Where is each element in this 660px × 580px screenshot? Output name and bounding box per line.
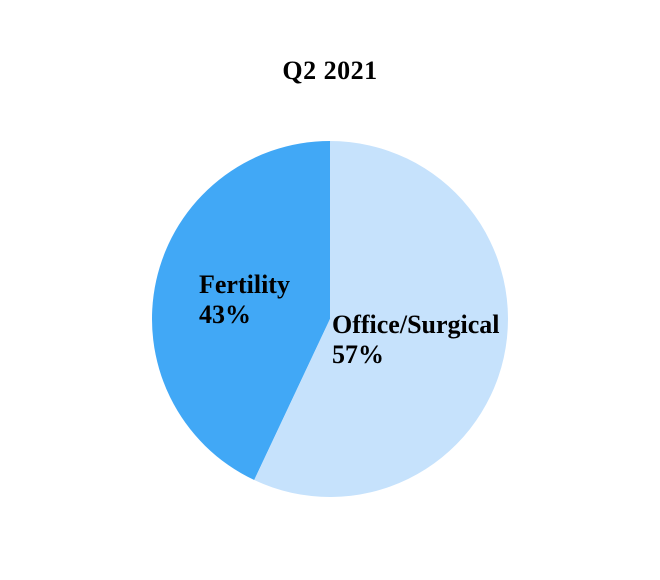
pie-label-fertility-name: Fertility — [199, 270, 290, 299]
pie-label-office-surgical-name: Office/Surgical — [332, 310, 500, 339]
chart-title: Q2 2021 — [282, 56, 378, 85]
pie-label-fertility: Fertility 43% — [199, 270, 290, 330]
pie-slice-office-surgical — [254, 141, 508, 497]
pie-slice-fertility — [151, 141, 330, 481]
pie-label-office-surgical: Office/Surgical 57% — [332, 310, 500, 370]
pie-label-office-surgical-pct: 57% — [332, 340, 384, 369]
pie-label-fertility-pct: 43% — [199, 300, 251, 329]
